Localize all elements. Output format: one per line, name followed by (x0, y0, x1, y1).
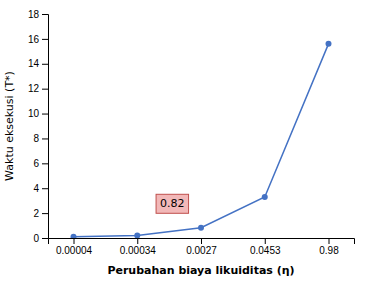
annotation: 0.82 (156, 194, 189, 213)
marker (71, 234, 77, 238)
y-tick-mark (42, 238, 48, 239)
y-tick-label: 4 (33, 183, 39, 194)
y-tick-label: 16 (28, 34, 40, 45)
x-tick-mark (201, 238, 202, 244)
y-tick-label: 12 (28, 83, 40, 94)
annotation-box (156, 194, 189, 213)
marker (262, 194, 268, 200)
y-tick: 18 (28, 9, 48, 20)
y-axis: 0 2 4 6 8 10 12 14 16 18 (28, 9, 49, 244)
y-tick: 0 (33, 233, 48, 244)
y-tick-mark (42, 163, 48, 164)
y-tick: 6 (33, 158, 48, 169)
x-tick-label: 0.0027 (186, 245, 217, 256)
x-tick: 0.00004 (56, 238, 93, 256)
chart: 0.00004 0.00034 0.0027 0.0453 0.98 0 2 4 6 8 10 12 1… (0, 0, 368, 282)
y-tick-mark (42, 114, 48, 115)
y-tick-mark (42, 188, 48, 189)
marker (134, 233, 140, 238)
x-tick-label: 0.00034 (120, 245, 157, 256)
y-tick-label: 0 (33, 233, 39, 244)
y-tick-mark (42, 14, 48, 15)
y-tick-mark (42, 64, 48, 65)
y-tick: 8 (33, 133, 48, 144)
x-tick-label: 0.0453 (250, 245, 281, 256)
line (74, 44, 329, 237)
y-tick-label: 10 (28, 108, 40, 119)
y-tick-label: 6 (33, 158, 39, 169)
y-tick: 10 (28, 108, 48, 119)
y-tick-mark (42, 39, 48, 40)
x-axis: 0.00004 0.00034 0.0027 0.0453 0.98 (49, 238, 355, 256)
y-axis-title: Waktu eksekusi (T*) (3, 71, 16, 181)
y-tick-label: 2 (33, 208, 39, 219)
x-tick-label: 0.00004 (56, 245, 93, 256)
y-tick: 16 (28, 34, 48, 45)
y-tick-mark (42, 213, 48, 214)
y-tick-label: 8 (33, 133, 39, 144)
x-tick-mark (74, 238, 75, 244)
marker (326, 41, 332, 47)
x-tick: 0.98 (319, 238, 339, 256)
y-axis-line (42, 15, 49, 239)
y-tick: 14 (28, 58, 48, 69)
plot-area: 0.00004 0.00034 0.0027 0.0453 0.98 0 2 4 6 8 10 12 1… (28, 9, 355, 256)
y-tick: 12 (28, 83, 48, 94)
annotation-text: 0.82 (160, 197, 185, 210)
y-tick-label: 14 (28, 58, 40, 69)
y-tick-mark (42, 89, 48, 90)
marker (198, 225, 204, 231)
x-tick-mark (137, 238, 138, 244)
y-tick: 4 (33, 183, 48, 194)
x-axis-line (49, 239, 355, 245)
x-axis-title: Perubahan biaya likuiditas (η) (107, 264, 294, 277)
y-tick: 2 (33, 208, 48, 219)
x-tick: 0.00034 (120, 238, 157, 256)
y-tick-label: 18 (28, 9, 40, 20)
x-tick: 0.0453 (250, 238, 281, 256)
x-tick: 0.0027 (186, 238, 217, 256)
x-tick-label: 0.98 (319, 245, 339, 256)
y-tick-mark (42, 138, 48, 139)
marks (71, 41, 332, 238)
x-tick-mark (329, 238, 330, 244)
x-tick-mark (265, 238, 266, 244)
